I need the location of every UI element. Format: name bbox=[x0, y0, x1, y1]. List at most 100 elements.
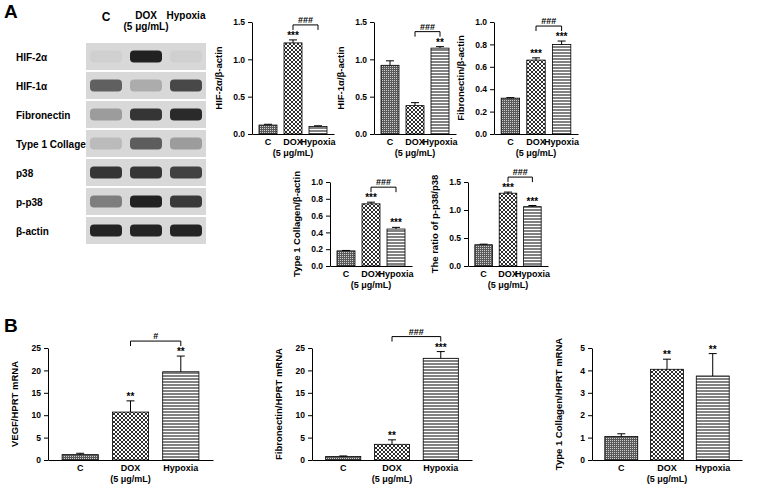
blot-band bbox=[90, 109, 122, 121]
blot-band bbox=[130, 138, 162, 150]
bar bbox=[337, 251, 355, 266]
error-bar-cap bbox=[342, 250, 350, 251]
y-axis-line bbox=[48, 349, 49, 461]
x-tick-label: Hypoxia bbox=[695, 463, 731, 473]
x-tick: C bbox=[507, 134, 514, 147]
y-tick-mark bbox=[588, 460, 592, 461]
plot-marks bbox=[501, 41, 571, 134]
y-tick-mark bbox=[308, 348, 312, 349]
bar bbox=[527, 60, 545, 134]
bar bbox=[499, 193, 517, 266]
y-tick: 2 bbox=[580, 410, 592, 420]
plot-marks bbox=[475, 192, 541, 266]
blot-band bbox=[170, 80, 202, 92]
bar bbox=[374, 444, 409, 460]
y-axis-line bbox=[252, 23, 253, 135]
y-tick-label: 20 bbox=[296, 366, 306, 376]
error-bar bbox=[127, 401, 135, 412]
y-tick: 0.0 bbox=[311, 261, 330, 271]
bar bbox=[552, 44, 570, 134]
y-axis-line bbox=[592, 349, 593, 461]
y-tick-mark bbox=[44, 415, 48, 416]
bar bbox=[387, 229, 405, 266]
y-tick-label: 0.2 bbox=[475, 107, 487, 117]
error-bar bbox=[617, 434, 625, 437]
y-tick: 0.5 bbox=[233, 92, 252, 102]
y-tick-mark bbox=[248, 97, 252, 98]
bar bbox=[605, 436, 638, 460]
significance-stars: ** bbox=[436, 37, 444, 48]
y-tick-mark bbox=[44, 348, 48, 349]
error-bar bbox=[411, 103, 419, 106]
y-axis: 012345 bbox=[580, 343, 592, 465]
significance-stars: *** bbox=[390, 217, 402, 228]
y-tick-mark bbox=[44, 460, 48, 461]
text-line: Hypoxia bbox=[422, 137, 458, 147]
y-tick-label: 3 bbox=[580, 388, 585, 398]
y-tick-label: 0.6 bbox=[475, 62, 487, 72]
text-line: DOX bbox=[382, 463, 402, 473]
y-tick-label: 4 bbox=[580, 366, 585, 376]
x-axis: CDOX(5 μg/mL)Hypoxia bbox=[495, 134, 581, 158]
y-tick: 0.5 bbox=[355, 92, 374, 102]
y-tick-mark bbox=[44, 393, 48, 394]
x-axis-line bbox=[375, 134, 457, 135]
blot-strip bbox=[86, 72, 206, 99]
error-bar-cap bbox=[506, 97, 514, 98]
bar bbox=[259, 125, 277, 134]
text-line: Hypoxia bbox=[695, 463, 731, 473]
y-tick-mark bbox=[308, 460, 312, 461]
significance-bracket bbox=[371, 187, 396, 192]
error-bar bbox=[314, 125, 322, 127]
plot-marks bbox=[381, 47, 449, 134]
bar bbox=[326, 456, 361, 460]
blot-band bbox=[170, 138, 202, 150]
y-axis-line bbox=[374, 23, 375, 135]
y-tick-label: 1.0 bbox=[311, 177, 323, 187]
y-tick-label: 0.2 bbox=[311, 244, 323, 254]
blot-row-label: Fibronectin bbox=[16, 110, 70, 121]
y-tick-mark bbox=[326, 199, 330, 200]
y-tick-mark bbox=[490, 89, 494, 90]
bar-chart: 0510152025CDOX(5 μg/mL)HypoxiaVEGF/HPRT … bbox=[9, 331, 214, 484]
text-line: C bbox=[265, 137, 272, 147]
y-tick-label: 1.0 bbox=[233, 55, 245, 65]
y-tick-mark bbox=[308, 415, 312, 416]
blot-strip bbox=[86, 217, 206, 244]
bar bbox=[423, 358, 458, 460]
y-tick-mark bbox=[248, 22, 252, 23]
text-line: Hypoxia bbox=[167, 10, 206, 21]
blot-row-label: p-p38 bbox=[16, 197, 43, 208]
bar bbox=[524, 207, 542, 266]
y-tick-mark bbox=[370, 134, 374, 135]
y-tick-mark bbox=[326, 249, 330, 250]
significance-stars: *** bbox=[435, 342, 447, 353]
text-line: C bbox=[102, 10, 111, 24]
x-tick-label: C bbox=[507, 137, 514, 147]
error-bar-cap bbox=[617, 433, 625, 434]
y-tick-mark bbox=[326, 266, 330, 267]
bar bbox=[381, 65, 399, 134]
y-tick-mark bbox=[490, 44, 494, 45]
y-tick: 0.4 bbox=[311, 228, 330, 238]
text-line: (5 μg/mL) bbox=[123, 21, 168, 32]
y-tick-label: 0.5 bbox=[449, 233, 461, 243]
blot-band bbox=[90, 167, 122, 179]
error-bar-cap bbox=[76, 453, 84, 454]
y-tick: 25 bbox=[296, 343, 312, 353]
y-axis: 0.00.51.01.5 bbox=[355, 17, 374, 139]
bar bbox=[62, 455, 98, 460]
y-tick-mark bbox=[248, 134, 252, 135]
y-tick-label: 2 bbox=[580, 410, 585, 420]
text-line: DOX bbox=[526, 137, 546, 147]
y-axis: 0.00.20.40.60.81.0 bbox=[475, 17, 494, 139]
y-tick-label: 0.0 bbox=[355, 129, 367, 139]
error-bar-cap bbox=[411, 102, 419, 103]
significance-label: ### bbox=[541, 16, 556, 26]
y-tick-label: 1.5 bbox=[449, 177, 461, 187]
y-tick-label: 0 bbox=[580, 455, 585, 465]
error-bar bbox=[76, 453, 84, 454]
y-tick: 1.5 bbox=[233, 17, 252, 27]
x-axis-line bbox=[593, 460, 743, 461]
y-tick-label: 10 bbox=[296, 410, 306, 420]
